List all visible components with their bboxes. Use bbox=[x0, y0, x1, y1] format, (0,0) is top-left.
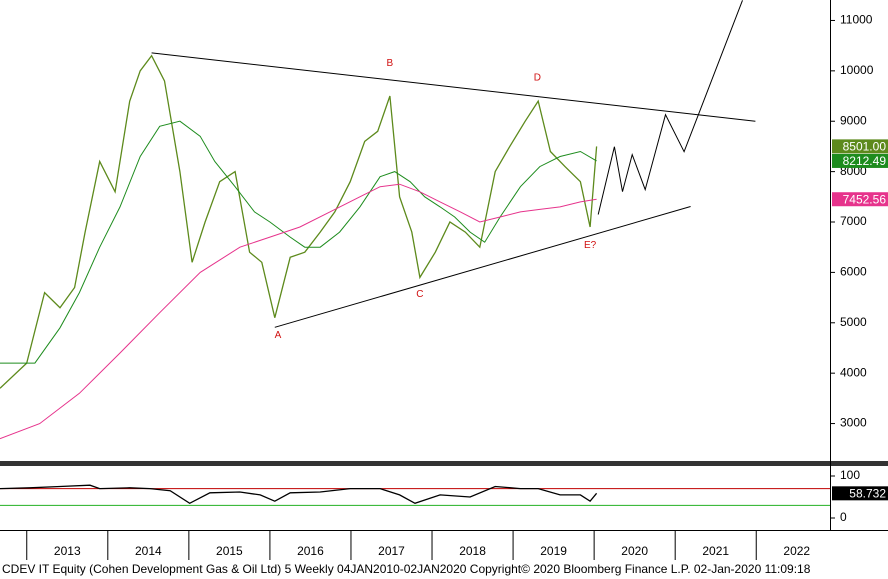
series-line bbox=[597, 0, 743, 215]
y-tick-label: 11000 bbox=[840, 13, 873, 27]
y-tick-label: 0 bbox=[840, 510, 847, 524]
last-value-label: 8212.49 bbox=[843, 154, 887, 168]
y-tick-label: 7000 bbox=[840, 214, 867, 228]
x-tick-label: 2014 bbox=[135, 544, 162, 558]
x-tick-label: 2021 bbox=[702, 544, 729, 558]
annotation: C bbox=[416, 289, 423, 300]
x-tick-label: 2022 bbox=[783, 544, 810, 558]
y-tick-label: 100 bbox=[840, 468, 860, 482]
last-value-label: 58.732 bbox=[849, 486, 886, 500]
x-tick-label: 2020 bbox=[621, 544, 648, 558]
annotation: E? bbox=[584, 240, 597, 251]
x-tick-label: 2017 bbox=[378, 544, 405, 558]
footer: CDEV IT Equity (Cohen Development Gas & … bbox=[2, 562, 811, 576]
annotation: B bbox=[387, 58, 394, 69]
annotation: D bbox=[534, 73, 541, 84]
y-tick-label: 6000 bbox=[840, 265, 867, 279]
series-line bbox=[0, 183, 597, 440]
y-tick-label: 10000 bbox=[840, 63, 874, 77]
panel-divider bbox=[0, 461, 888, 466]
y-tick-label: 3000 bbox=[840, 416, 867, 430]
series-line bbox=[0, 120, 597, 364]
series-line bbox=[274, 206, 691, 328]
last-value-box bbox=[832, 192, 888, 207]
x-tick-label: 2019 bbox=[540, 544, 567, 558]
y-tick-label: 9000 bbox=[840, 113, 867, 127]
last-value-label: 8501.00 bbox=[843, 140, 887, 154]
y-tick-label: 5000 bbox=[840, 315, 867, 329]
last-value-box bbox=[832, 153, 888, 168]
x-tick-label: 2016 bbox=[297, 544, 324, 558]
y-tick-label: 4000 bbox=[840, 365, 867, 379]
series-line bbox=[0, 54, 598, 389]
x-tick-label: 2013 bbox=[54, 544, 81, 558]
x-tick-label: 2015 bbox=[216, 544, 243, 558]
x-tick-label: 2018 bbox=[459, 544, 486, 558]
last-value-box bbox=[832, 139, 888, 154]
last-value-label: 7452.56 bbox=[843, 192, 887, 206]
last-value-box bbox=[832, 486, 888, 501]
series-line bbox=[151, 52, 756, 122]
annotation: A bbox=[275, 330, 282, 341]
series-line bbox=[0, 484, 598, 505]
